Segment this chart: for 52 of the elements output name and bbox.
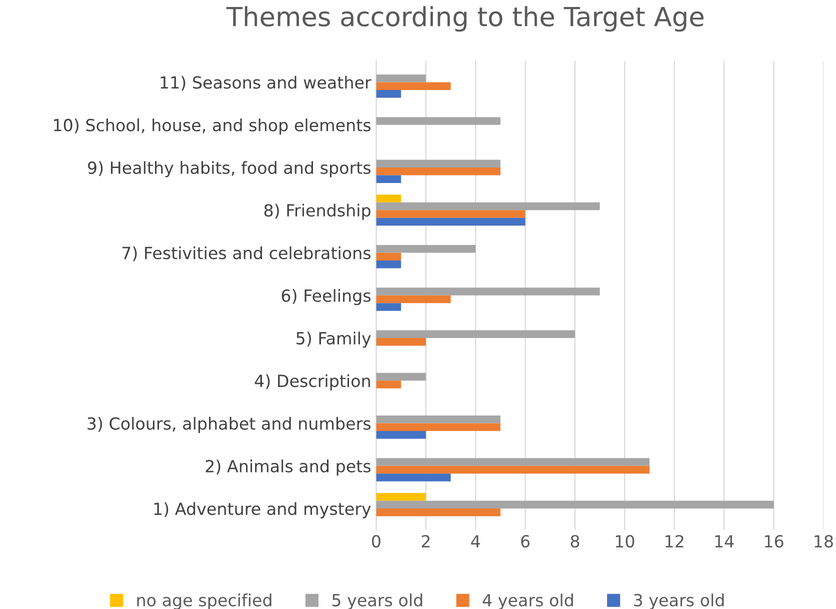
bar <box>376 508 500 516</box>
x-tick-label: 16 <box>764 534 784 548</box>
y-tick-label: 7) Festivities and celebrations <box>122 246 371 262</box>
bar <box>376 218 526 226</box>
y-tick-label: 3) Colours, alphabet and numbers <box>88 416 371 434</box>
bar <box>376 431 426 439</box>
bar <box>376 338 426 346</box>
bar <box>376 380 402 388</box>
y-tick-label: 10) School, house, and shop elements <box>54 118 371 135</box>
bar <box>376 210 526 218</box>
bar <box>376 175 402 183</box>
bar <box>376 458 650 466</box>
bar <box>376 288 600 296</box>
bar <box>376 500 774 509</box>
bar <box>376 244 476 253</box>
x-tick-label: 4 <box>471 535 480 548</box>
bar <box>376 493 426 501</box>
bar <box>376 167 500 176</box>
y-tick-label: 11) Seasons and weather <box>160 76 372 91</box>
bar <box>376 330 575 338</box>
y-tick-label: 2) Animals and pets <box>206 460 371 476</box>
x-tick-label: 10 <box>616 534 634 548</box>
bar <box>376 260 402 268</box>
bar <box>376 82 451 90</box>
x-tick-label: 0 <box>372 534 380 548</box>
bar <box>376 474 451 482</box>
bar <box>376 74 426 82</box>
bar <box>376 117 500 125</box>
bar <box>376 202 600 210</box>
y-tick-label: 6) Feelings <box>282 289 371 306</box>
x-tick-label: 18 <box>814 534 833 548</box>
chart-title: Themes according to the Target Age <box>226 6 704 32</box>
y-tick-label: 8) Friendship <box>264 204 370 220</box>
bar <box>376 252 402 260</box>
bar <box>376 295 451 304</box>
bar <box>376 194 402 202</box>
bar <box>376 466 650 474</box>
x-tick-label: 8 <box>570 534 580 548</box>
bar <box>376 303 402 311</box>
bar <box>376 416 500 424</box>
y-tick-label: 4) Description <box>254 374 370 390</box>
y-tick-label: 5) Family <box>296 332 371 348</box>
y-tick-label: 1) Adventure and mystery <box>154 502 371 518</box>
bar <box>376 372 426 381</box>
x-tick-label: 6 <box>521 534 530 548</box>
y-tick-label: 9) Healthy habits, food and sports <box>88 161 371 178</box>
x-tick-label: 12 <box>666 534 684 548</box>
x-tick-label: 14 <box>715 535 734 548</box>
bar <box>376 160 500 168</box>
bar <box>376 90 402 98</box>
bar <box>376 423 500 432</box>
x-tick-label: 2 <box>422 534 430 548</box>
